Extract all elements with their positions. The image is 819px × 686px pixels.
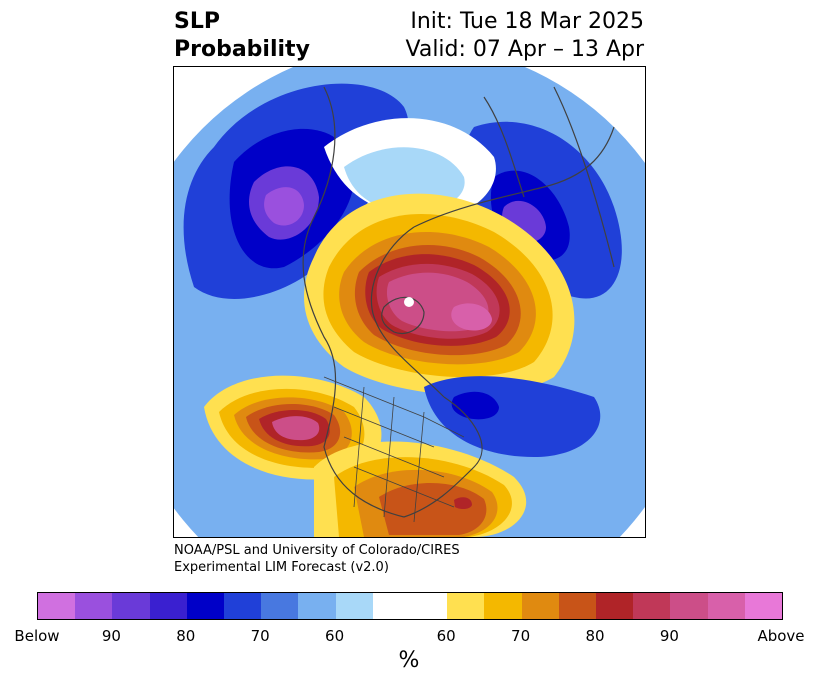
credit-line-1: NOAA/PSL and University of Colorado/CIRE… bbox=[174, 543, 460, 558]
colorbar-above-seg-7 bbox=[707, 593, 745, 619]
colorbar-tick-label: 90 bbox=[659, 627, 679, 645]
colorbar-above-seg-6 bbox=[670, 593, 708, 619]
colorbar-tick-label: Above bbox=[757, 627, 805, 645]
colorbar-tick-label: 70 bbox=[250, 627, 270, 645]
colorbar-tick-label: Below bbox=[14, 627, 60, 645]
colorbar-above-seg-5 bbox=[633, 593, 671, 619]
valid-range: Valid: 07 Apr – 13 Apr bbox=[405, 37, 645, 62]
colorbar-unit: % bbox=[398, 648, 420, 673]
slp-probability-shading bbox=[174, 67, 645, 537]
map-svg bbox=[174, 67, 645, 537]
colorbar-below-seg-6 bbox=[261, 593, 299, 619]
init-date: Init: Tue 18 Mar 2025 bbox=[410, 9, 644, 34]
credit-line-2: Experimental LIM Forecast (v2.0) bbox=[174, 560, 389, 575]
colorbar-above-seg-2 bbox=[521, 593, 559, 619]
colorbar-above-seg-3 bbox=[558, 593, 597, 619]
colorbar-below-seg-3 bbox=[149, 593, 187, 619]
colorbar-neutral-seg bbox=[372, 593, 448, 619]
colorbar-below-seg-5 bbox=[224, 593, 262, 619]
colorbar-below-seg-8 bbox=[335, 593, 373, 619]
title-left: SLP Probability bbox=[174, 8, 310, 64]
colorbar-tick-label: 70 bbox=[511, 627, 531, 645]
title-right: Init: Tue 18 Mar 2025 Valid: 07 Apr – 13… bbox=[406, 8, 645, 64]
colorbar-below-seg-4 bbox=[186, 593, 225, 619]
colorbar-above-seg-4 bbox=[596, 593, 634, 619]
credit: NOAA/PSL and University of Colorado/CIRE… bbox=[174, 542, 460, 576]
colorbar-tick-label: 80 bbox=[585, 627, 605, 645]
colorbar-above-seg-0 bbox=[447, 593, 485, 619]
colorbar-tick-label: 60 bbox=[436, 627, 456, 645]
colorbar-tick-label: 60 bbox=[325, 627, 345, 645]
coastlines bbox=[302, 86, 615, 518]
colorbar-tick-label: 90 bbox=[101, 627, 121, 645]
colorbar-above-seg-8 bbox=[744, 593, 783, 619]
polar-map bbox=[173, 66, 646, 538]
us-state-borders bbox=[323, 376, 465, 523]
colorbar-below-seg-2 bbox=[112, 593, 150, 619]
colorbar-below-seg-7 bbox=[298, 593, 336, 619]
colorbar-above-seg-1 bbox=[484, 593, 522, 619]
north-pole-marker bbox=[404, 297, 414, 307]
title-variable: SLP bbox=[174, 9, 220, 34]
colorbar bbox=[37, 592, 783, 620]
colorbar-below-seg-1 bbox=[75, 593, 113, 619]
title-subtitle: Probability bbox=[174, 37, 310, 62]
colorbar-tick-label: 80 bbox=[176, 627, 196, 645]
colorbar-below-seg-0 bbox=[38, 593, 76, 619]
